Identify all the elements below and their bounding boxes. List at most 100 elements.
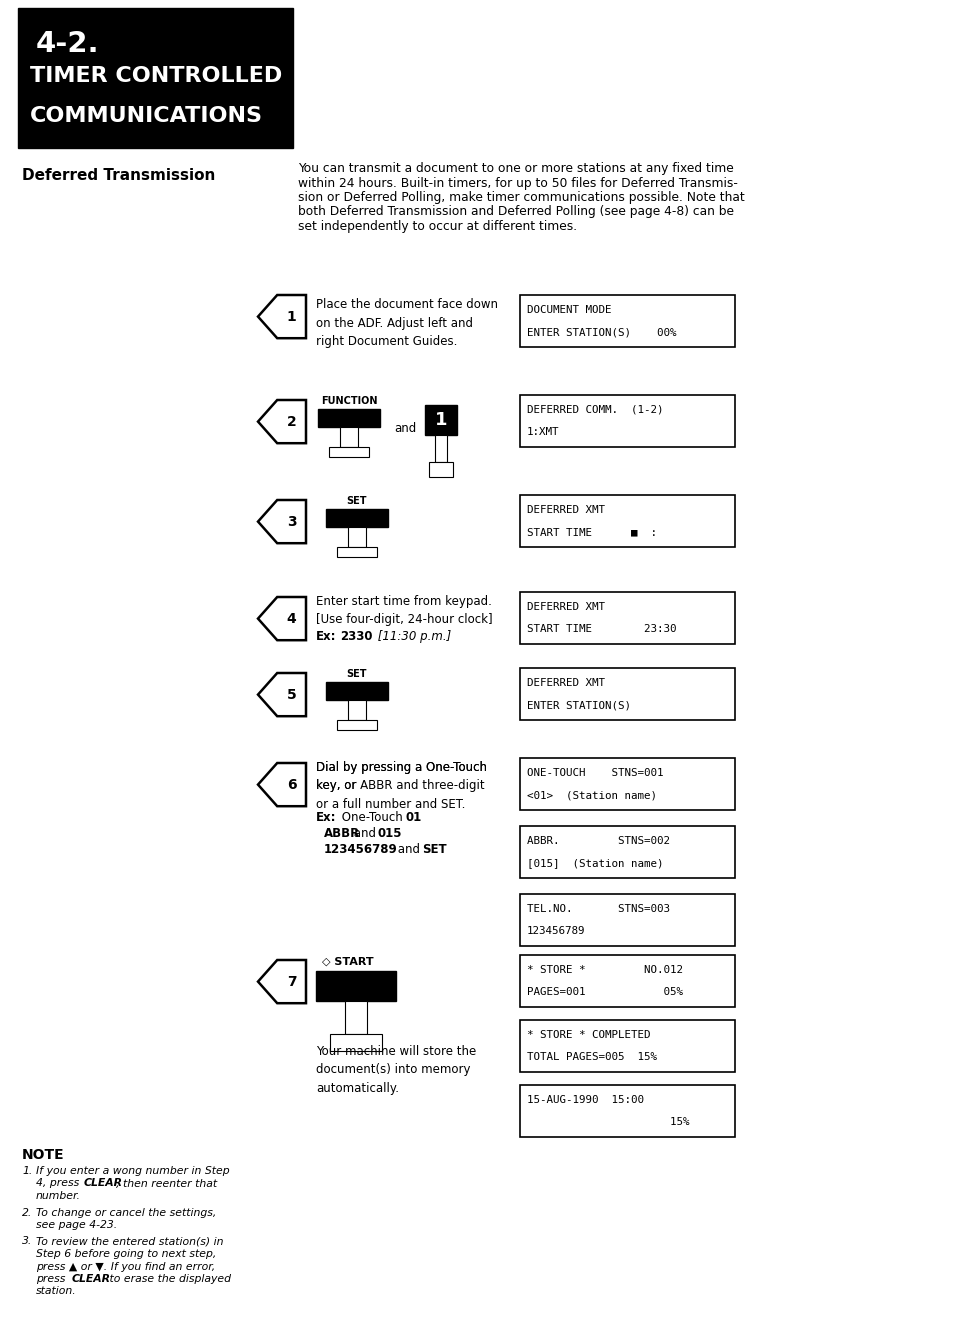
Text: 6: 6	[287, 777, 296, 792]
Text: ONE-TOUCH    STNS=001: ONE-TOUCH STNS=001	[526, 768, 662, 777]
Text: to erase the displayed: to erase the displayed	[106, 1274, 231, 1284]
Text: START TIME        23:30: START TIME 23:30	[526, 624, 676, 635]
Bar	[519, 894, 734, 946]
Text: TIMER CONTROLLED: TIMER CONTROLLED	[30, 66, 282, 86]
Text: 1:XMT: 1:XMT	[526, 428, 558, 437]
Bar	[519, 1084, 734, 1137]
Text: press ▲ or ▼. If you find an error,: press ▲ or ▼. If you find an error,	[36, 1261, 215, 1271]
Text: press: press	[36, 1274, 69, 1284]
Text: Your machine will store the
document(s) into memory
automatically.: Your machine will store the document(s) …	[315, 1045, 476, 1095]
Text: If you enter a wong number in Step: If you enter a wong number in Step	[36, 1166, 230, 1176]
Text: 1.: 1.	[22, 1166, 32, 1176]
Text: 4, press: 4, press	[36, 1178, 83, 1189]
Text: 15%: 15%	[526, 1118, 689, 1127]
Text: SET: SET	[346, 497, 367, 506]
Polygon shape	[257, 295, 306, 338]
Text: Dial by pressing a One-Touch
key, or: Dial by pressing a One-Touch key, or	[315, 761, 486, 793]
Text: within 24 hours. Built-in timers, for up to 50 files for Deferred Transmis-: within 24 hours. Built-in timers, for up…	[297, 177, 737, 189]
Text: , then reenter that: , then reenter that	[116, 1178, 217, 1189]
Polygon shape	[257, 501, 306, 544]
Text: Dial by pressing a One-Touch
key, or ABBR and three-digit
or a full number and S: Dial by pressing a One-Touch key, or ABB…	[315, 761, 486, 811]
Text: TEL.NO.       STNS=003: TEL.NO. STNS=003	[526, 903, 669, 914]
Text: ◇ START: ◇ START	[322, 957, 374, 968]
Bar	[315, 972, 395, 1001]
Bar	[329, 447, 369, 456]
Text: ENTER STATION(S): ENTER STATION(S)	[526, 701, 630, 710]
Text: 15-AUG-1990  15:00: 15-AUG-1990 15:00	[526, 1095, 643, 1104]
Text: set independently to occur at different times.: set independently to occur at different …	[297, 220, 577, 234]
Text: SET: SET	[346, 670, 367, 679]
Text: sion or Deferred Polling, make timer communications possible. Note that: sion or Deferred Polling, make timer com…	[297, 191, 744, 204]
Text: 2.: 2.	[22, 1208, 32, 1217]
Text: You can transmit a document to one or more stations at any fixed time: You can transmit a document to one or mo…	[297, 162, 733, 174]
Bar	[519, 956, 734, 1006]
Text: 7: 7	[287, 974, 296, 989]
Text: CLEAR: CLEAR	[84, 1178, 123, 1189]
Bar	[519, 825, 734, 878]
Text: and: and	[394, 421, 416, 435]
Text: station.: station.	[36, 1287, 76, 1296]
Bar	[326, 682, 388, 701]
Text: and: and	[350, 827, 379, 840]
Text: Ex:: Ex:	[315, 629, 336, 643]
Text: 3: 3	[287, 514, 296, 529]
Text: ENTER STATION(S)    00%: ENTER STATION(S) 00%	[526, 327, 676, 337]
Bar	[317, 409, 379, 427]
Text: 4: 4	[287, 612, 296, 625]
Bar	[519, 668, 734, 721]
Text: FUNCTION: FUNCTION	[320, 396, 376, 407]
Text: CLEAR: CLEAR	[71, 1274, 111, 1284]
Bar	[519, 1020, 734, 1072]
Text: 123456789: 123456789	[526, 926, 585, 937]
Text: NOTE: NOTE	[22, 1147, 65, 1162]
Bar	[348, 527, 365, 546]
Text: DEFERRED COMM.  (1-2): DEFERRED COMM. (1-2)	[526, 404, 662, 415]
Text: Deferred Transmission: Deferred Transmission	[22, 168, 215, 183]
Text: DOCUMENT MODE: DOCUMENT MODE	[526, 305, 611, 314]
Text: * STORE *         NO.012: * STORE * NO.012	[526, 965, 682, 974]
Text: Enter start time from keypad.
[Use four-digit, 24-hour clock]: Enter start time from keypad. [Use four-…	[315, 595, 492, 627]
Text: number.: number.	[36, 1190, 81, 1201]
Text: and: and	[394, 843, 423, 856]
Text: Ex:: Ex:	[315, 811, 336, 824]
Bar	[519, 758, 734, 811]
Text: DEFERRED XMT: DEFERRED XMT	[526, 678, 604, 687]
Text: To change or cancel the settings,: To change or cancel the settings,	[36, 1208, 216, 1217]
Text: 2: 2	[287, 415, 296, 428]
Bar	[519, 495, 734, 548]
Bar	[435, 435, 446, 462]
Polygon shape	[257, 597, 306, 640]
Text: ABBR: ABBR	[324, 827, 360, 840]
Bar	[424, 405, 456, 435]
Text: see page 4-23.: see page 4-23.	[36, 1220, 117, 1231]
Text: 1: 1	[435, 411, 447, 429]
Text: COMMUNICATIONS: COMMUNICATIONS	[30, 106, 263, 126]
Bar	[344, 1001, 367, 1033]
Text: SET: SET	[421, 843, 446, 856]
Bar	[519, 592, 734, 644]
Text: Step 6 before going to next step,: Step 6 before going to next step,	[36, 1249, 216, 1259]
Bar	[519, 395, 734, 447]
Text: [11:30 p.m.]: [11:30 p.m.]	[374, 629, 451, 643]
Text: 2330: 2330	[339, 629, 372, 643]
Text: START TIME      ■  :: START TIME ■ :	[526, 527, 657, 537]
Text: TOTAL PAGES=005  15%: TOTAL PAGES=005 15%	[526, 1052, 657, 1063]
Text: [015]  (Station name): [015] (Station name)	[526, 859, 662, 868]
Text: 1: 1	[287, 310, 296, 323]
Bar	[340, 427, 357, 447]
Text: * STORE * COMPLETED: * STORE * COMPLETED	[526, 1029, 650, 1040]
Text: both Deferred Transmission and Deferred Polling (see page 4-8) can be: both Deferred Transmission and Deferred …	[297, 205, 733, 219]
Bar	[348, 701, 365, 719]
Text: 01: 01	[406, 811, 422, 824]
Text: To review the entered station(s) in: To review the entered station(s) in	[36, 1236, 223, 1247]
Bar	[336, 719, 376, 730]
Polygon shape	[257, 960, 306, 1004]
Text: DEFERRED XMT: DEFERRED XMT	[526, 505, 604, 514]
Text: PAGES=001            05%: PAGES=001 05%	[526, 988, 682, 997]
Text: One-Touch: One-Touch	[337, 811, 406, 824]
Text: 3.: 3.	[22, 1236, 32, 1247]
Text: Place the document face down
on the ADF. Adjust left and
right Document Guides.: Place the document face down on the ADF.…	[315, 298, 497, 348]
Bar	[429, 462, 453, 476]
Text: 015: 015	[377, 827, 402, 840]
Bar	[18, 8, 293, 148]
